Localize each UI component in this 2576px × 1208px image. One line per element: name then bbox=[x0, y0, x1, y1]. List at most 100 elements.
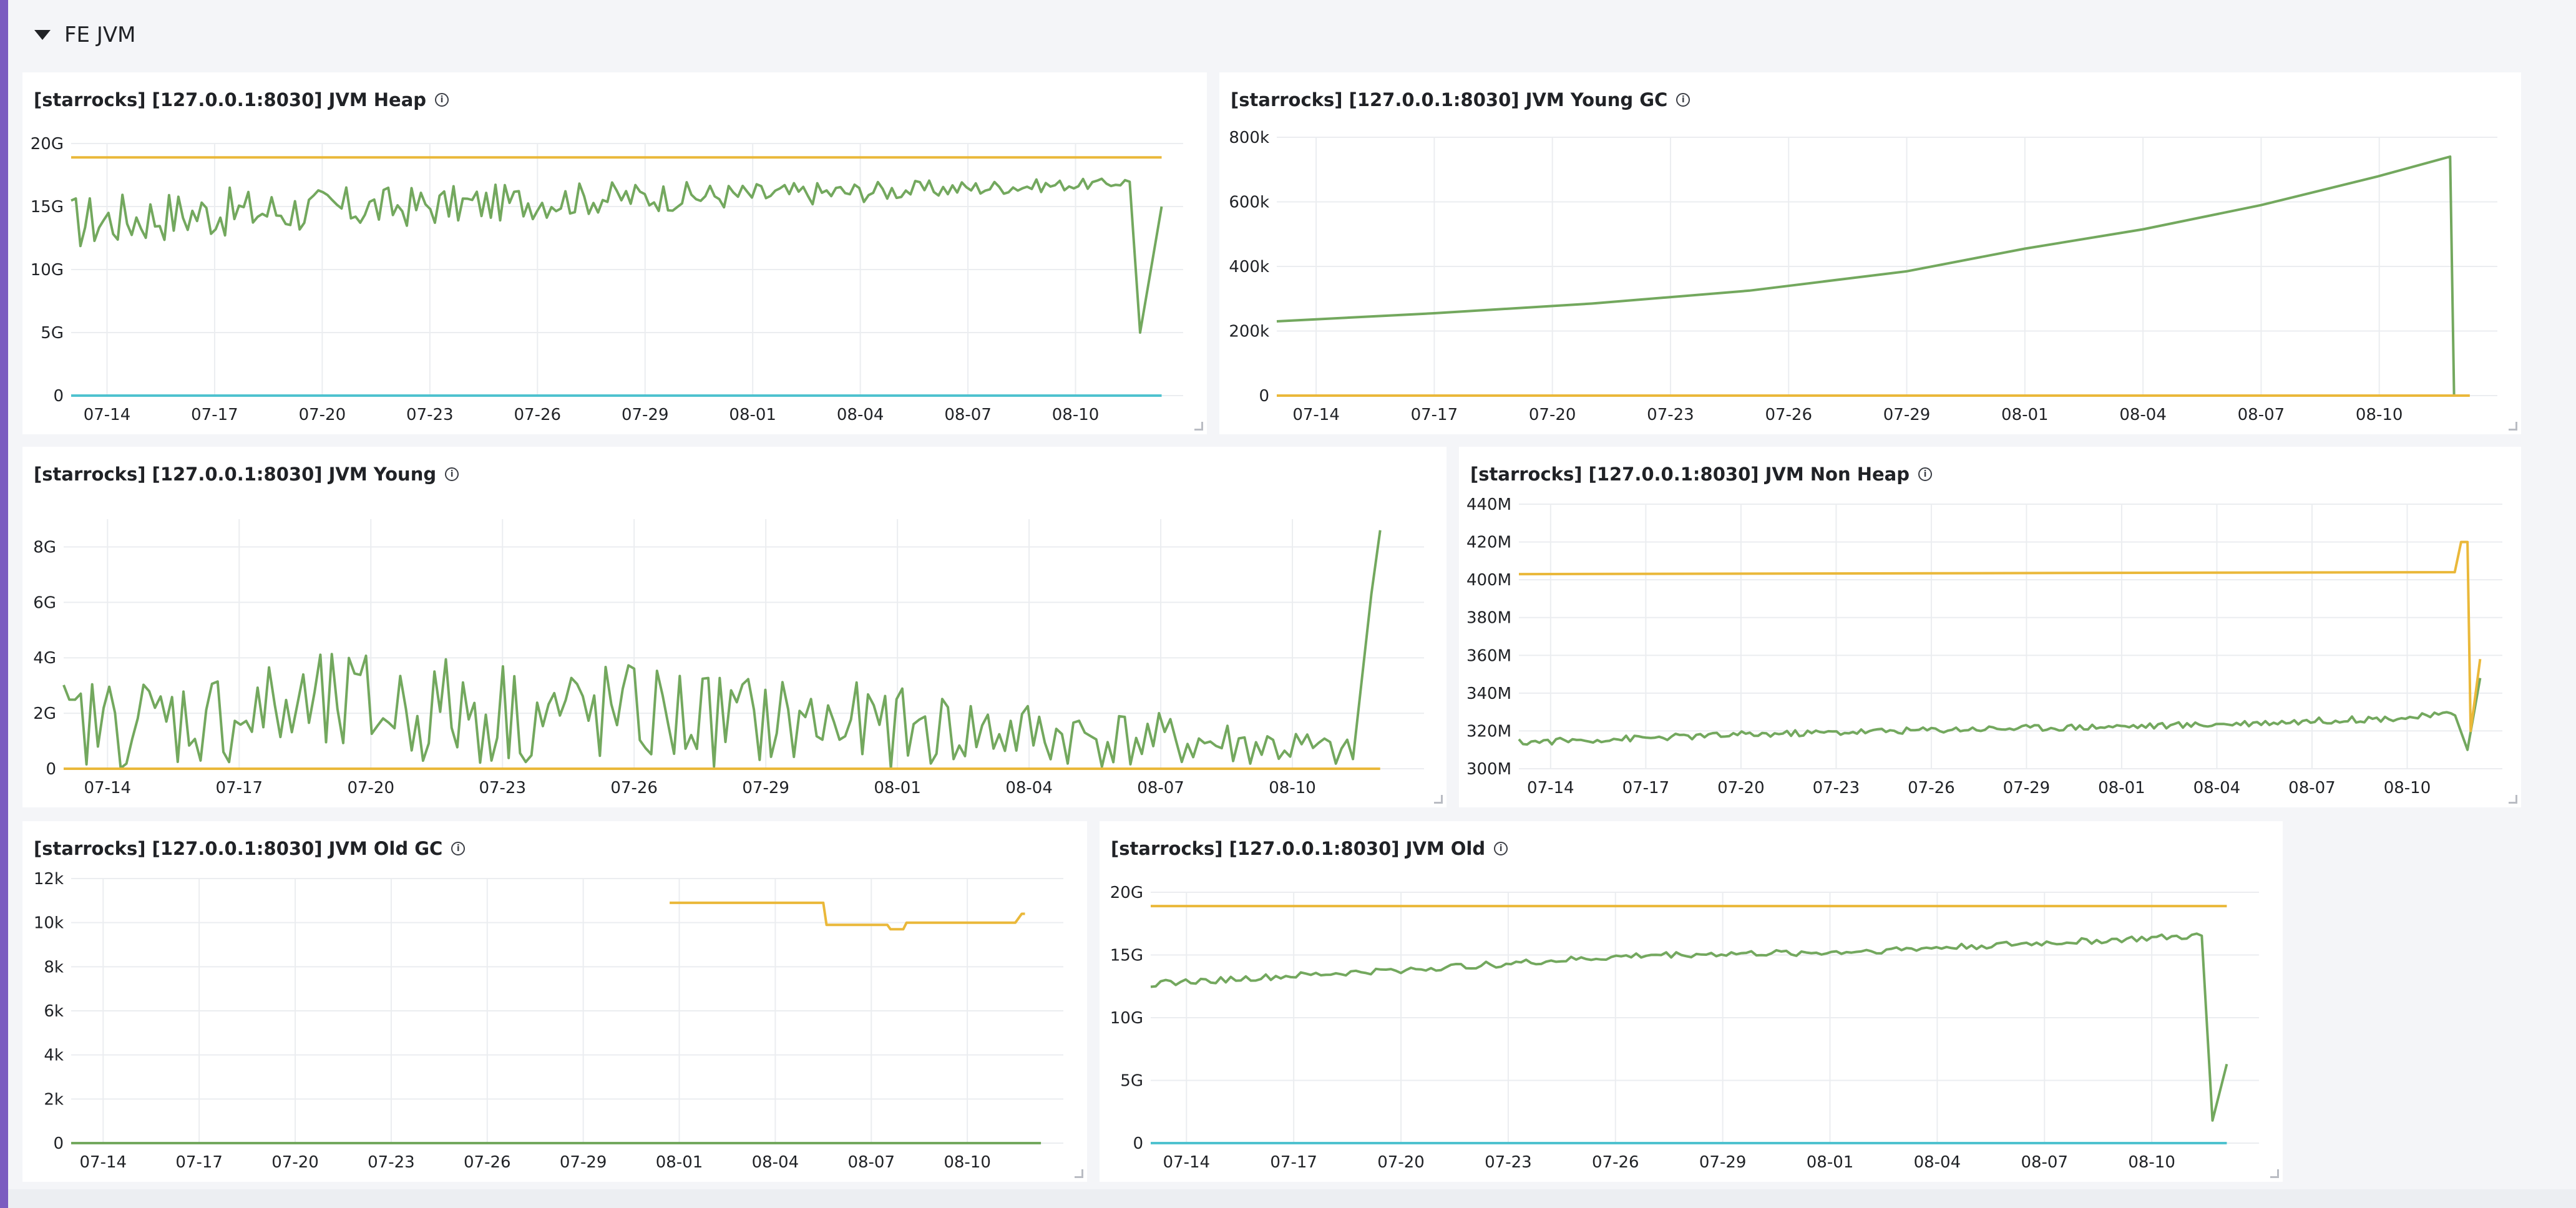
chart-jvm-non-heap[interactable]: 300M 320M 340M 360M 380M 400M 420M 440M 07-14 07-… bbox=[1459, 447, 2521, 807]
y-tick-label: 6k bbox=[44, 1002, 64, 1021]
y-tick-label: 380M bbox=[1466, 609, 1511, 628]
chart-jvm-young-gc[interactable]: 0 200k 400k 600k 800k 07-14 07-17 07-20 07-23 07-… bbox=[1219, 72, 2521, 434]
panel-title: [starrocks] [127.0.0.1:8030] JVM Old GC bbox=[34, 838, 443, 859]
row-collapse-toggle[interactable]: FE JVM bbox=[34, 17, 135, 52]
chart-jvm-young[interactable]: 0 2G 4G 6G 8G 07-14 07-17 07-20 07-23 07-26 07-29 0… bbox=[22, 447, 1447, 807]
x-tick-label: 08-01 bbox=[874, 779, 921, 797]
panel-title: [starrocks] [127.0.0.1:8030] JVM Non Hea… bbox=[1470, 464, 1910, 485]
y-tick-label: 4k bbox=[44, 1046, 64, 1065]
panel-header[interactable]: [starrocks] [127.0.0.1:8030] JVM Non Hea… bbox=[1470, 455, 1932, 493]
panel-resize-handle[interactable] bbox=[1194, 422, 1203, 431]
y-tick-label: 2k bbox=[44, 1090, 64, 1109]
y-tick-label: 6G bbox=[33, 593, 56, 612]
x-tick-label: 08-01 bbox=[2001, 406, 2049, 424]
chart-jvm-old[interactable]: 0 5G 10G 15G 20G 07-14 07-17 07-20 07-23 07-26 07-… bbox=[1100, 821, 2283, 1182]
x-tick-label: 07-14 bbox=[1163, 1153, 1211, 1172]
series-line bbox=[1518, 540, 2482, 733]
panel-jvm-non-heap[interactable]: [starrocks] [127.0.0.1:8030] JVM Non Hea… bbox=[1459, 447, 2521, 807]
y-tick-label: 800k bbox=[1229, 129, 1269, 147]
y-tick-label: 420M bbox=[1466, 533, 1511, 552]
x-tick-label: 08-10 bbox=[944, 1153, 991, 1172]
y-tick-label: 5G bbox=[41, 324, 64, 343]
x-tick-label: 07-20 bbox=[1529, 406, 1576, 424]
panel-title: [starrocks] [127.0.0.1:8030] JVM Old bbox=[1111, 838, 1486, 859]
x-tick-label: 08-07 bbox=[944, 406, 992, 424]
next-row-strip bbox=[8, 1189, 2576, 1208]
x-tick-label: 08-01 bbox=[656, 1153, 703, 1172]
series-line bbox=[1518, 678, 2482, 751]
panel-jvm-heap[interactable]: [starrocks] [127.0.0.1:8030] JVM Heap i … bbox=[22, 72, 1207, 434]
info-circle-icon[interactable]: i bbox=[1918, 467, 1932, 481]
y-tick-label: 15G bbox=[1110, 947, 1143, 965]
panel-jvm-young-gc[interactable]: [starrocks] [127.0.0.1:8030] JVM Young G… bbox=[1219, 72, 2521, 434]
x-tick-label: 07-17 bbox=[191, 406, 238, 424]
x-tick-label: 07-14 bbox=[1292, 406, 1340, 424]
y-tick-label: 200k bbox=[1229, 323, 1269, 341]
x-tick-label: 08-04 bbox=[752, 1153, 799, 1172]
chart-jvm-old-gc[interactable]: 0 2k 4k 6k 8k 10k 12k 07-14 07-17 07-20 07-23 07-26… bbox=[22, 821, 1087, 1182]
y-tick-label: 360M bbox=[1466, 646, 1511, 665]
x-tick-label: 07-23 bbox=[1813, 779, 1860, 797]
x-tick-label: 08-10 bbox=[1269, 779, 1316, 797]
series-line bbox=[1276, 155, 2456, 396]
x-tick-label: 08-10 bbox=[2128, 1153, 2175, 1172]
y-tick-label: 10k bbox=[34, 914, 64, 933]
panel-title: [starrocks] [127.0.0.1:8030] JVM Young G… bbox=[1231, 89, 1668, 110]
panel-jvm-old[interactable]: [starrocks] [127.0.0.1:8030] JVM Old i 0… bbox=[1100, 821, 2283, 1182]
x-tick-label: 07-14 bbox=[84, 779, 132, 797]
x-tick-label: 08-04 bbox=[1914, 1153, 1961, 1172]
x-tick-label: 08-04 bbox=[837, 406, 884, 424]
info-circle-icon[interactable]: i bbox=[445, 467, 459, 481]
x-tick-label: 07-20 bbox=[1377, 1153, 1425, 1172]
panel-resize-handle[interactable] bbox=[2509, 795, 2517, 804]
caret-down-icon bbox=[34, 30, 51, 40]
info-circle-icon[interactable]: i bbox=[451, 842, 466, 855]
info-circle-icon[interactable]: i bbox=[1494, 842, 1508, 855]
x-tick-label: 07-26 bbox=[1908, 779, 1955, 797]
x-tick-label: 08-07 bbox=[2021, 1153, 2068, 1172]
x-tick-label: 08-07 bbox=[2238, 406, 2285, 424]
panel-header[interactable]: [starrocks] [127.0.0.1:8030] JVM Young G… bbox=[1231, 81, 1690, 119]
y-tick-label: 10G bbox=[31, 261, 64, 280]
panel-resize-handle[interactable] bbox=[2509, 422, 2517, 431]
x-tick-label: 08-04 bbox=[1005, 779, 1053, 797]
panel-resize-handle[interactable] bbox=[1075, 1169, 1083, 1178]
panel-header[interactable]: [starrocks] [127.0.0.1:8030] JVM Heap i bbox=[34, 81, 449, 119]
x-tick-label: 07-20 bbox=[347, 779, 394, 797]
y-tick-label: 0 bbox=[1133, 1134, 1143, 1153]
x-tick-label: 07-29 bbox=[1699, 1153, 1747, 1172]
panel-jvm-old-gc[interactable]: [starrocks] [127.0.0.1:8030] JVM Old GC … bbox=[22, 821, 1087, 1182]
y-tick-label: 10G bbox=[1110, 1009, 1143, 1028]
info-circle-icon[interactable]: i bbox=[1676, 93, 1690, 107]
x-tick-label: 07-29 bbox=[1883, 406, 1931, 424]
x-tick-label: 08-01 bbox=[1807, 1153, 1854, 1172]
series-line bbox=[62, 530, 1382, 770]
y-tick-label: 4G bbox=[33, 649, 56, 668]
series-line bbox=[1150, 932, 2228, 1122]
x-tick-label: 07-14 bbox=[84, 406, 131, 424]
x-tick-label: 08-07 bbox=[1137, 779, 1184, 797]
x-tick-label: 07-17 bbox=[1411, 406, 1458, 424]
panel-resize-handle[interactable] bbox=[2270, 1169, 2279, 1178]
y-tick-label: 340M bbox=[1466, 684, 1511, 703]
info-circle-icon[interactable]: i bbox=[435, 93, 449, 107]
x-tick-label: 07-20 bbox=[1717, 779, 1765, 797]
x-tick-label: 07-23 bbox=[406, 406, 454, 424]
panel-header[interactable]: [starrocks] [127.0.0.1:8030] JVM Old i bbox=[1111, 830, 1508, 867]
chart-jvm-heap[interactable]: 0 5G 10G 15G 20G 07-14 07-17 07-20 07-23 07-26 07-… bbox=[22, 72, 1207, 434]
panel-header[interactable]: [starrocks] [127.0.0.1:8030] JVM Young i bbox=[34, 455, 459, 493]
x-tick-label: 07-17 bbox=[175, 1153, 223, 1172]
x-tick-label: 07-26 bbox=[610, 779, 658, 797]
x-tick-label: 07-29 bbox=[622, 406, 669, 424]
y-tick-label: 300M bbox=[1466, 760, 1511, 779]
panel-title: [starrocks] [127.0.0.1:8030] JVM Heap bbox=[34, 89, 427, 110]
panel-resize-handle[interactable] bbox=[1434, 795, 1443, 804]
panel-jvm-young[interactable]: [starrocks] [127.0.0.1:8030] JVM Young i… bbox=[22, 447, 1447, 807]
y-tick-label: 5G bbox=[1120, 1072, 1143, 1091]
x-tick-label: 07-23 bbox=[1647, 406, 1694, 424]
x-tick-label: 08-04 bbox=[2119, 406, 2167, 424]
panel-header[interactable]: [starrocks] [127.0.0.1:8030] JVM Old GC … bbox=[34, 830, 466, 867]
y-tick-label: 440M bbox=[1466, 495, 1511, 514]
x-tick-label: 07-26 bbox=[514, 406, 562, 424]
x-tick-label: 07-26 bbox=[464, 1153, 511, 1172]
